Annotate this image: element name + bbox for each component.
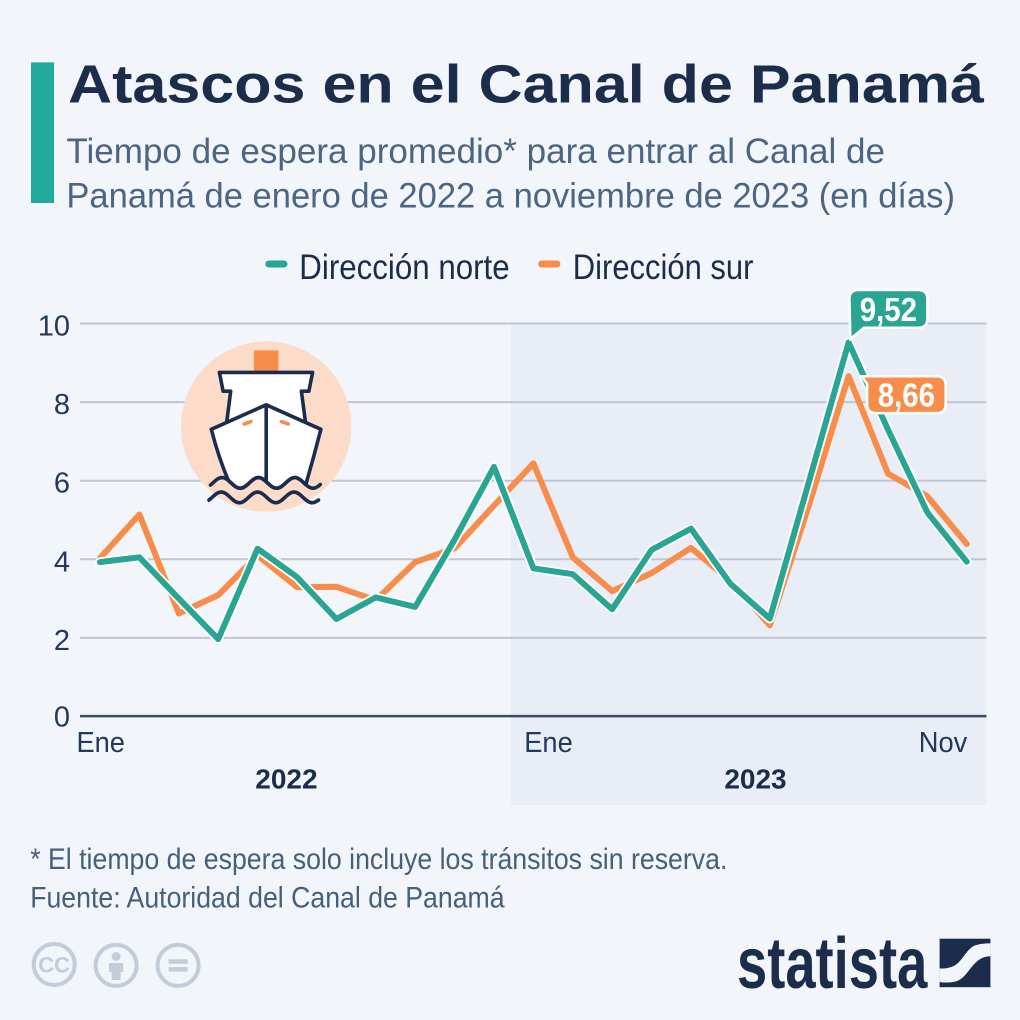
svg-text:CC: CC (38, 953, 70, 978)
svg-text:Atascos en el Canal de Panamá: Atascos en el Canal de Panamá (68, 54, 985, 114)
svg-text:2022: 2022 (255, 764, 317, 795)
svg-text:Dirección sur: Dirección sur (573, 248, 754, 287)
svg-text:Panamá de enero de 2022 a novi: Panamá de enero de 2022 a noviembre de 2… (66, 177, 955, 216)
svg-text:0: 0 (54, 702, 70, 734)
svg-text:Fuente: Autoridad del Canal de: Fuente: Autoridad del Canal de Panamá (30, 882, 505, 915)
svg-text:4: 4 (54, 546, 70, 578)
svg-text:* El tiempo de espera solo inc: * El tiempo de espera solo incluye los t… (30, 843, 727, 876)
svg-text:statista: statista (737, 924, 928, 1004)
svg-text:2: 2 (54, 625, 70, 657)
svg-text:Nov: Nov (919, 727, 968, 759)
svg-text:10: 10 (38, 311, 70, 343)
svg-text:Ene: Ene (76, 727, 125, 759)
svg-text:9,52: 9,52 (860, 291, 917, 328)
svg-text:2023: 2023 (724, 764, 786, 795)
svg-text:6: 6 (54, 468, 70, 500)
svg-text:8,66: 8,66 (878, 377, 935, 414)
svg-text:Dirección norte: Dirección norte (299, 248, 509, 287)
svg-text:Ene: Ene (524, 727, 573, 759)
svg-text:Tiempo de espera promedio* par: Tiempo de espera promedio* para entrar a… (66, 132, 885, 171)
svg-text:8: 8 (54, 389, 70, 421)
